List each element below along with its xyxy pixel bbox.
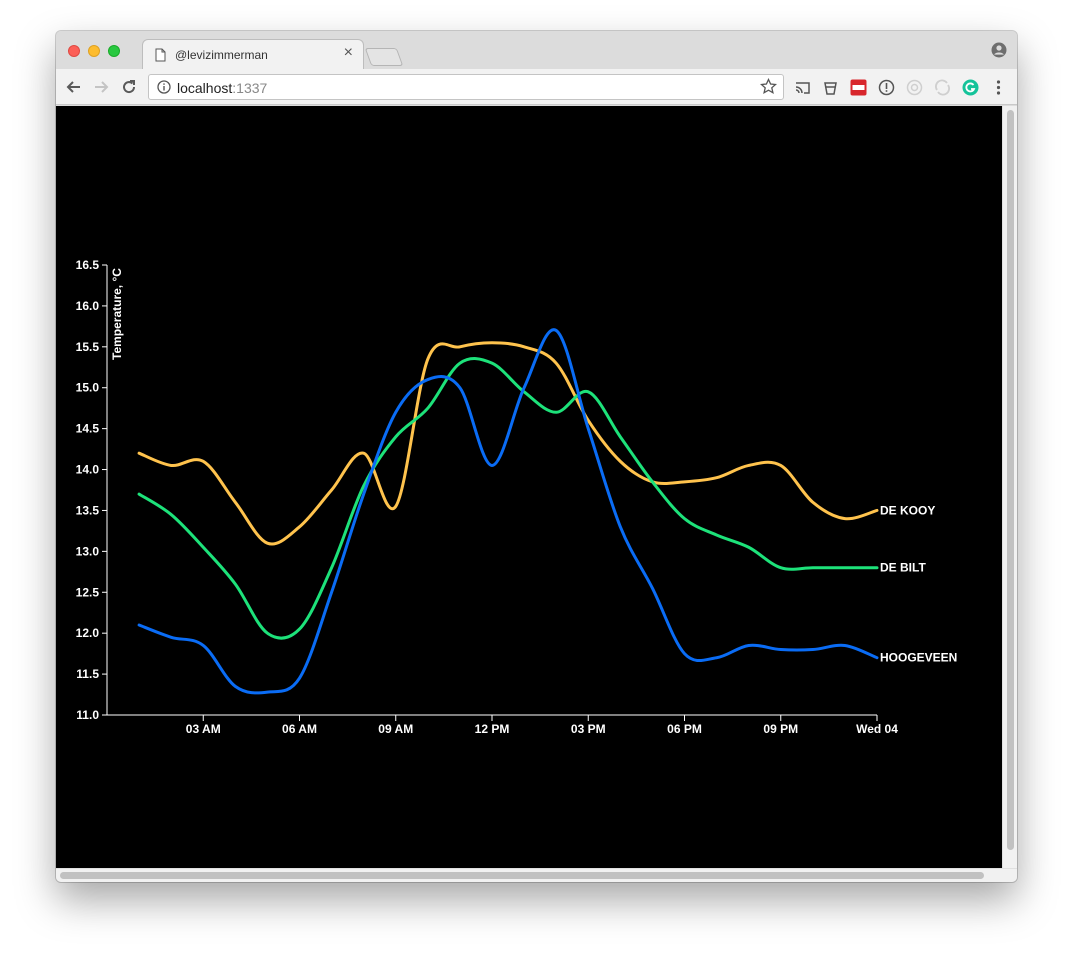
sync-extension-icon[interactable] (934, 79, 951, 96)
y-tick-label: 11.0 (76, 708, 99, 722)
tab-title: @levizimmerman (175, 48, 268, 62)
bookmark-star-icon[interactable] (760, 78, 777, 95)
series-line-de-bilt (137, 357, 879, 640)
x-axis: 03 AM 06 AM 09 AM 12 PM 03 PM 06 PM 09 PM Wed 0… (107, 714, 898, 736)
y-tick-label: 13.0 (76, 544, 100, 558)
profile-icon[interactable] (991, 42, 1007, 58)
reload-icon[interactable] (120, 78, 138, 96)
series-label-hoogeveen: HOOGEVEEN (880, 651, 957, 665)
y-tick-label: 15.0 (76, 381, 100, 395)
minimize-window-button[interactable] (88, 45, 100, 57)
grammarly-icon[interactable] (962, 79, 979, 96)
series-line-hoogeveen (137, 328, 879, 695)
series-lines (137, 328, 879, 695)
back-arrow-icon[interactable] (65, 78, 83, 96)
horizontal-scrollbar[interactable] (56, 868, 1017, 882)
disabled-extension-icon[interactable] (906, 79, 923, 96)
browser-tab[interactable]: @levizimmerman × (142, 39, 364, 69)
vertical-scroll-thumb[interactable] (1007, 110, 1014, 850)
page-content: 11.0 11.5 12.0 12.5 13.0 13.5 14.0 14.5 15.0 15.5… (56, 106, 1002, 868)
cors-extension-icon[interactable] (850, 79, 867, 96)
x-tick-label: Wed 04 (856, 722, 898, 736)
y-tick-label: 16.0 (76, 299, 100, 313)
y-tick-label: 12.5 (76, 585, 100, 599)
cast-icon[interactable] (794, 79, 811, 96)
browser-toolbar: localhost:1337 (56, 69, 1017, 105)
tab-close-icon[interactable]: × (343, 44, 353, 61)
x-tick-label: 06 PM (667, 722, 702, 736)
browser-window: @levizimmerman × localhost:1337 (56, 31, 1017, 882)
vertical-scrollbar[interactable] (1002, 106, 1017, 868)
temperature-chart: 11.0 11.5 12.0 12.5 13.0 13.5 14.0 14.5 15.0 15.5… (76, 258, 958, 736)
series-line-de-kooy (137, 341, 879, 546)
x-tick-label: 09 PM (763, 722, 798, 736)
y-tick-label: 11.5 (76, 667, 99, 681)
y-tick-label: 12.0 (76, 626, 100, 640)
x-tick-label: 12 PM (475, 722, 510, 736)
cup-extension-icon[interactable] (822, 79, 839, 96)
y-axis: 11.0 11.5 12.0 12.5 13.0 13.5 14.0 14.5 15.0 15.5… (76, 258, 108, 722)
alert-extension-icon[interactable] (878, 79, 895, 96)
document-icon (155, 48, 166, 62)
y-axis-label: Temperature, °C (110, 268, 124, 360)
url-port: :1337 (232, 80, 268, 96)
y-tick-label: 16.5 (76, 258, 100, 272)
horizontal-scroll-thumb[interactable] (60, 872, 984, 879)
address-bar[interactable]: localhost:1337 (148, 74, 784, 100)
y-tick-label: 13.5 (76, 503, 100, 517)
x-tick-label: 09 AM (378, 722, 413, 736)
x-tick-label: 03 AM (186, 722, 221, 736)
y-tick-label: 14.5 (76, 422, 100, 436)
y-tick-label: 14.0 (76, 463, 100, 477)
series-label-de-bilt: DE BILT (880, 561, 926, 575)
new-tab-button[interactable] (364, 48, 404, 66)
url-text: localhost:1337 (177, 80, 267, 96)
close-window-button[interactable] (68, 45, 80, 57)
y-tick-label: 15.5 (76, 340, 100, 354)
x-tick-label: 03 PM (571, 722, 606, 736)
info-icon[interactable] (157, 80, 171, 94)
series-label-de-kooy: DE KOOY (880, 503, 935, 517)
zoom-window-button[interactable] (108, 45, 120, 57)
tab-strip: @levizimmerman × (56, 31, 1017, 69)
series-labels: DE KOOY DE BILT HOOGEVEEN (880, 503, 957, 664)
x-tick-label: 06 AM (282, 722, 317, 736)
forward-arrow-icon[interactable] (92, 78, 110, 96)
url-host: localhost (177, 80, 233, 96)
menu-dots-icon[interactable] (990, 79, 1007, 96)
